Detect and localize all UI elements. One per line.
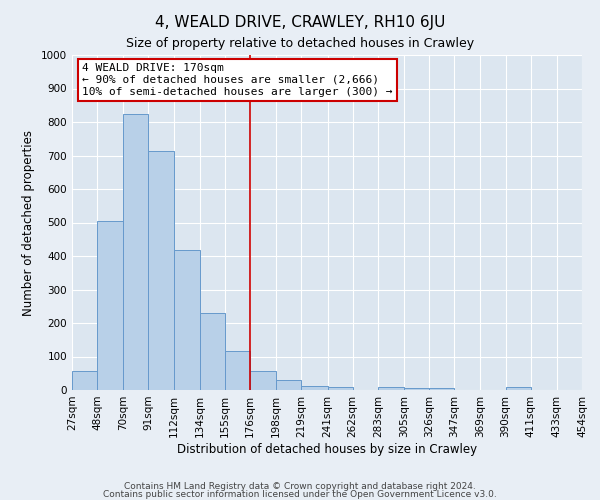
Bar bbox=[378, 386, 404, 390]
Bar bbox=[200, 313, 225, 390]
Bar bbox=[148, 152, 173, 390]
Bar bbox=[276, 380, 301, 390]
Bar bbox=[72, 371, 97, 390]
Bar bbox=[173, 250, 200, 390]
Bar bbox=[429, 388, 454, 390]
Text: Contains public sector information licensed under the Open Government Licence v3: Contains public sector information licen… bbox=[103, 490, 497, 499]
Text: 4 WEALD DRIVE: 170sqm
← 90% of detached houses are smaller (2,666)
10% of semi-d: 4 WEALD DRIVE: 170sqm ← 90% of detached … bbox=[82, 64, 392, 96]
Bar bbox=[124, 114, 148, 390]
Text: Contains HM Land Registry data © Crown copyright and database right 2024.: Contains HM Land Registry data © Crown c… bbox=[124, 482, 476, 491]
Text: Size of property relative to detached houses in Crawley: Size of property relative to detached ho… bbox=[126, 38, 474, 51]
Y-axis label: Number of detached properties: Number of detached properties bbox=[22, 130, 35, 316]
X-axis label: Distribution of detached houses by size in Crawley: Distribution of detached houses by size … bbox=[177, 442, 477, 456]
Bar bbox=[250, 371, 276, 390]
Bar bbox=[225, 351, 250, 390]
Bar bbox=[328, 386, 353, 390]
Text: 4, WEALD DRIVE, CRAWLEY, RH10 6JU: 4, WEALD DRIVE, CRAWLEY, RH10 6JU bbox=[155, 15, 445, 30]
Bar bbox=[97, 222, 124, 390]
Bar bbox=[506, 386, 530, 390]
Bar bbox=[301, 386, 328, 390]
Bar bbox=[404, 388, 429, 390]
